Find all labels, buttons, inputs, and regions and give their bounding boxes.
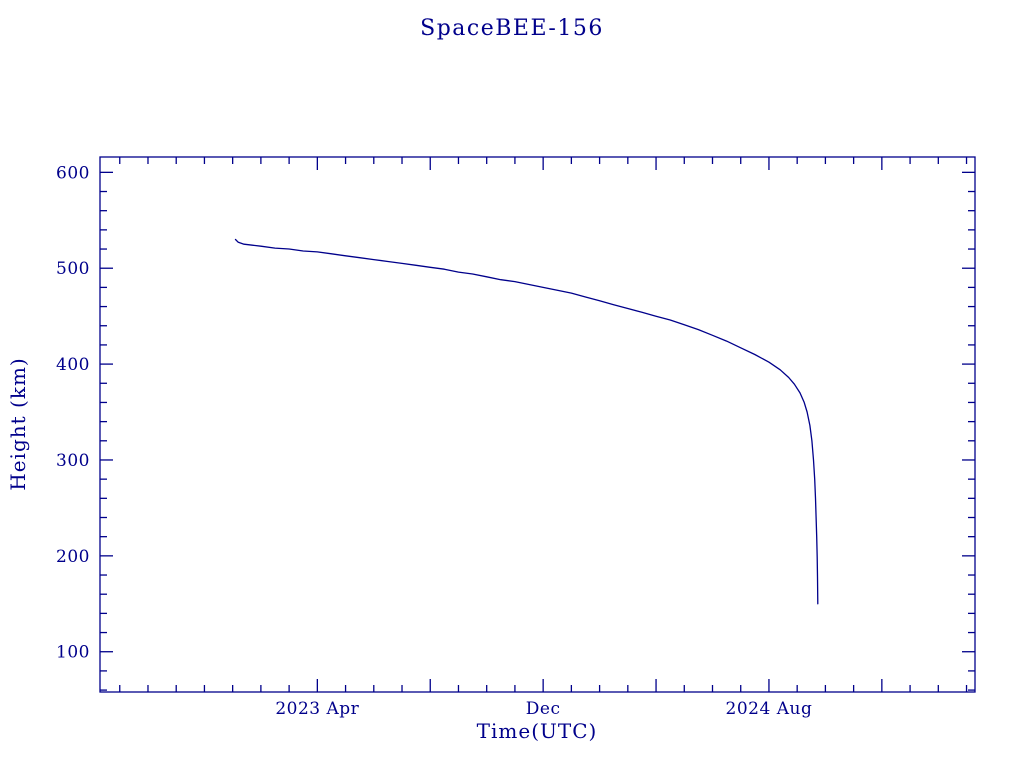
x-axis-label: Time(UTC) <box>476 719 598 743</box>
y-axis-ticks <box>100 171 975 691</box>
svg-text:300: 300 <box>56 451 90 471</box>
svg-text:2023 Apr: 2023 Apr <box>275 699 359 719</box>
x-axis-ticks <box>119 157 968 692</box>
svg-text:600: 600 <box>56 163 90 183</box>
svg-text:500: 500 <box>56 259 90 279</box>
x-axis-tick-labels: 2023 Apr Dec 2024 Aug <box>275 699 813 719</box>
y-axis-tick-labels: 100 200 300 400 500 600 <box>56 163 90 663</box>
svg-text:100: 100 <box>56 643 90 663</box>
svg-text:400: 400 <box>56 355 90 375</box>
svg-text:Dec: Dec <box>526 699 561 719</box>
svg-text:2024 Aug: 2024 Aug <box>726 699 813 719</box>
chart-title: SpaceBEE-156 <box>420 16 604 41</box>
plot-frame <box>99 156 976 693</box>
svg-text:200: 200 <box>56 547 90 567</box>
data-line <box>234 238 819 605</box>
